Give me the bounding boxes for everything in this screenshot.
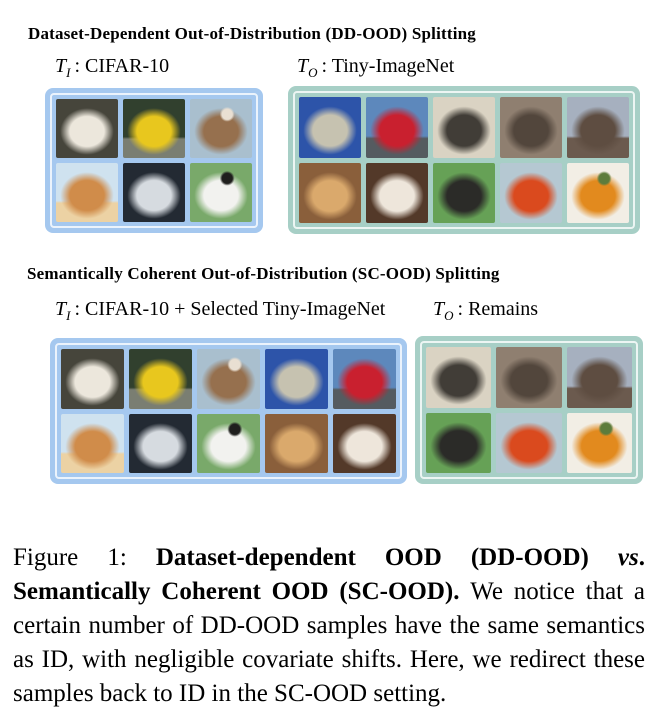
- image-goldfish: [496, 412, 562, 473]
- dd-ood-ood-box: [288, 86, 640, 234]
- image-brown-white-puppy: [197, 349, 260, 409]
- script-T-symbol: T: [297, 55, 309, 77]
- script-T-symbol: T: [55, 55, 67, 77]
- image-white-fluffy-dog: [333, 413, 396, 473]
- dd-ood-ood-image-grid: [293, 91, 635, 229]
- image-airplane: [123, 163, 185, 222]
- image-boxing-bag: [426, 412, 492, 473]
- image-orange-pepper: [567, 162, 629, 223]
- sc-ood-id-label-text: : CIFAR-10 + Selected Tiny-ImageNet: [74, 298, 386, 320]
- image-airplane: [129, 413, 192, 473]
- image-red-car: [333, 349, 396, 409]
- subscript-I: I: [66, 308, 71, 323]
- sc-ood-ood-box: [415, 336, 643, 484]
- caption-run: We notice that a certain number of DD-OO…: [13, 578, 646, 707]
- sc-ood-id-image-grid: [55, 343, 402, 479]
- dd-ood-ood-label-text: : Tiny-ImageNet: [321, 55, 455, 77]
- sc-ood-section-title: Semantically Coherent Out-of-Distributio…: [27, 264, 500, 283]
- image-high-heel-shoe: [426, 347, 492, 408]
- image-yellow-car: [123, 99, 185, 158]
- caption-run: . Semantically Coherent OOD (SC-OOD).: [13, 544, 645, 605]
- script-T-symbol: T: [55, 298, 67, 320]
- image-golden-retriever: [299, 162, 361, 223]
- subscript-I: I: [66, 65, 71, 80]
- image-brown-white-puppy: [190, 99, 252, 158]
- caption-run: Figure 1:: [13, 544, 156, 571]
- image-red-car: [366, 97, 428, 158]
- image-bear: [500, 97, 562, 158]
- image-bear: [496, 347, 562, 408]
- image-golden-retriever: [265, 413, 328, 473]
- dd-ood-id-label-text: : CIFAR-10: [74, 55, 170, 77]
- figure-caption: Figure 1: Dataset-dependent OOD (DD-OOD)…: [13, 541, 645, 711]
- dd-ood-section-title: Dataset-Dependent Out-of-Distribution (D…: [28, 24, 476, 43]
- image-tabby-cat: [265, 349, 328, 409]
- caption-run: Dataset-dependent OOD (DD-OOD): [155, 544, 618, 571]
- subscript-O: O: [308, 65, 318, 80]
- image-black-white-dog: [197, 413, 260, 473]
- image-bridge: [566, 347, 632, 408]
- image-tabby-cat: [299, 97, 361, 158]
- image-white-fluffy-dog: [366, 162, 428, 223]
- image-black-white-dog: [190, 163, 252, 222]
- caption-run: vs: [617, 544, 639, 571]
- sc-ood-ood-image-grid: [420, 341, 638, 479]
- sc-ood-id-box: [50, 338, 407, 484]
- image-white-cat: [61, 349, 124, 409]
- image-goldfish: [500, 162, 562, 223]
- image-boxing-bag: [433, 162, 495, 223]
- dd-ood-id-box: [45, 88, 263, 233]
- image-bridge: [567, 97, 629, 158]
- image-yellow-car: [129, 349, 192, 409]
- script-T-symbol: T: [433, 298, 445, 320]
- dd-ood-id-label: TI: CIFAR-10: [55, 55, 169, 81]
- image-white-cat: [56, 99, 118, 158]
- sc-ood-id-label: TI: CIFAR-10 + Selected Tiny-ImageNet: [55, 298, 385, 324]
- sc-ood-ood-label-text: : Remains: [457, 298, 539, 320]
- sc-ood-ood-label: TO: Remains: [433, 298, 538, 324]
- subscript-O: O: [444, 308, 454, 323]
- image-high-heel-shoe: [433, 97, 495, 158]
- image-orange-pepper: [566, 412, 632, 473]
- image-orange-kitten: [56, 163, 118, 222]
- image-orange-kitten: [61, 413, 124, 473]
- dd-ood-id-image-grid: [50, 93, 258, 228]
- dd-ood-ood-label: TO: Tiny-ImageNet: [297, 55, 454, 81]
